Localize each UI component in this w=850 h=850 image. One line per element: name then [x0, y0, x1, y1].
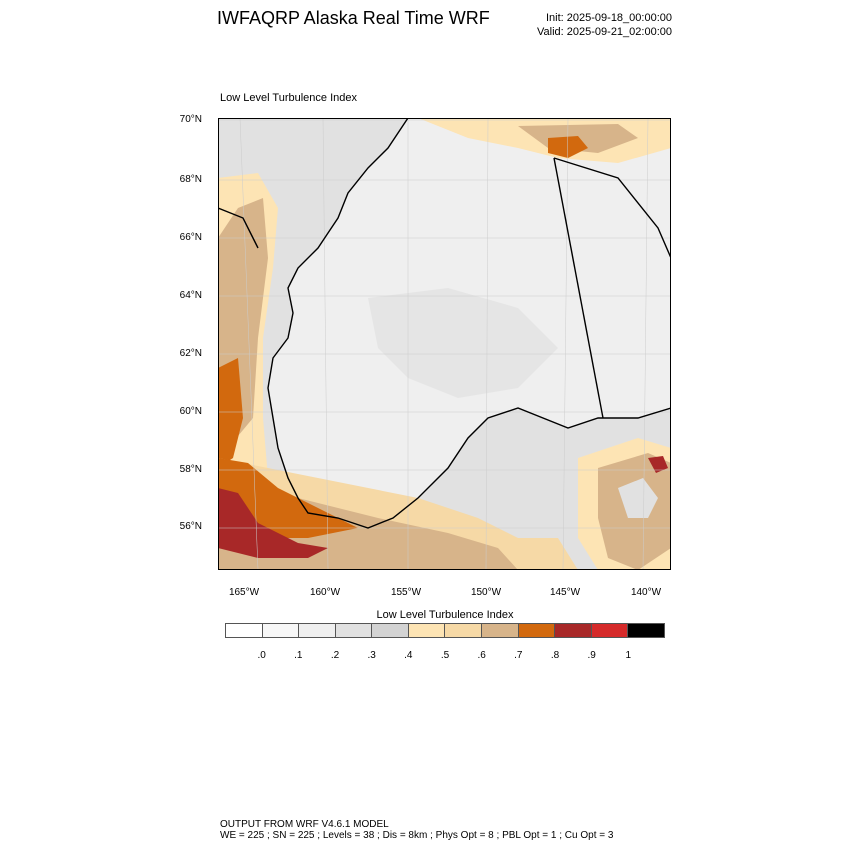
graticule [218, 117, 671, 571]
valid-time: Valid: 2025-09-21_02:00:00 [537, 26, 672, 38]
colorbar-tick-label: .3 [367, 650, 376, 661]
colorbar-swatch [298, 623, 335, 638]
footer-config: WE = 225 ; SN = 225 ; Levels = 38 ; Dis … [220, 830, 614, 841]
map-title: Low Level Turbulence Index [220, 92, 357, 104]
colorbar-tick-label: 1 [625, 650, 632, 661]
colorbar-tick-label: .2 [330, 650, 340, 661]
lat-label: 56°N [179, 521, 202, 532]
coastline [217, 117, 672, 529]
init-time: Init: 2025-09-18_00:00:00 [546, 12, 672, 24]
southwest-red [218, 488, 328, 558]
colorbar-tick-label: .1 [294, 650, 303, 661]
colorbar-tick-label: .6 [477, 650, 486, 661]
interior-patch [368, 288, 558, 398]
colorbar-swatch [554, 623, 591, 638]
colorbar-swatch [590, 623, 628, 638]
lat-label: 68°N [179, 174, 202, 185]
colorbar-tick-label: .7 [514, 650, 523, 661]
colorbar-title: Low Level Turbulence Index [376, 609, 514, 621]
plot-title: IWFAQRP Alaska Real Time WRF [217, 8, 490, 28]
colorbar-swatch [261, 623, 299, 638]
colorbar-swatch [225, 623, 262, 638]
colorbar-tick-label: .4 [404, 650, 413, 661]
colorbar-swatch [407, 623, 445, 638]
lon-label: 150°W [470, 587, 502, 598]
colorbar-swatch [334, 623, 372, 638]
colorbar-tick-label: .0 [257, 650, 266, 661]
lon-label: 155°W [390, 587, 422, 598]
map-panel [217, 117, 672, 571]
lon-label: 165°W [228, 587, 260, 598]
gulf-hotspot [648, 456, 668, 473]
footer-model: OUTPUT FROM WRF V4.6.1 MODEL [220, 819, 389, 830]
colorbar [225, 623, 665, 638]
colorbar-swatch [481, 623, 518, 638]
lat-label: 70°N [179, 114, 202, 125]
lat-label: 62°N [179, 348, 202, 359]
colorbar-swatch [517, 623, 555, 638]
lat-label: 66°N [179, 232, 202, 243]
gulf-hole [618, 478, 658, 518]
colorbar-tick-label: .8 [550, 650, 560, 661]
lon-label: 140°W [630, 587, 662, 598]
lon-label: 160°W [309, 587, 341, 598]
turbulence-map [217, 117, 672, 571]
lat-label: 64°N [179, 290, 202, 301]
colorbar-swatch [371, 623, 408, 638]
colorbar-swatch [444, 623, 482, 638]
colorbar-tick-label: .9 [587, 650, 596, 661]
west-hotspot [218, 358, 243, 468]
arctic-hotspot [548, 136, 588, 158]
colorbar-tick-label: .5 [440, 650, 450, 661]
lat-label: 58°N [179, 464, 202, 475]
colorbar-swatch [627, 623, 665, 638]
map-frame [218, 118, 671, 570]
lon-label: 145°W [549, 587, 581, 598]
lat-label: 60°N [179, 406, 202, 417]
